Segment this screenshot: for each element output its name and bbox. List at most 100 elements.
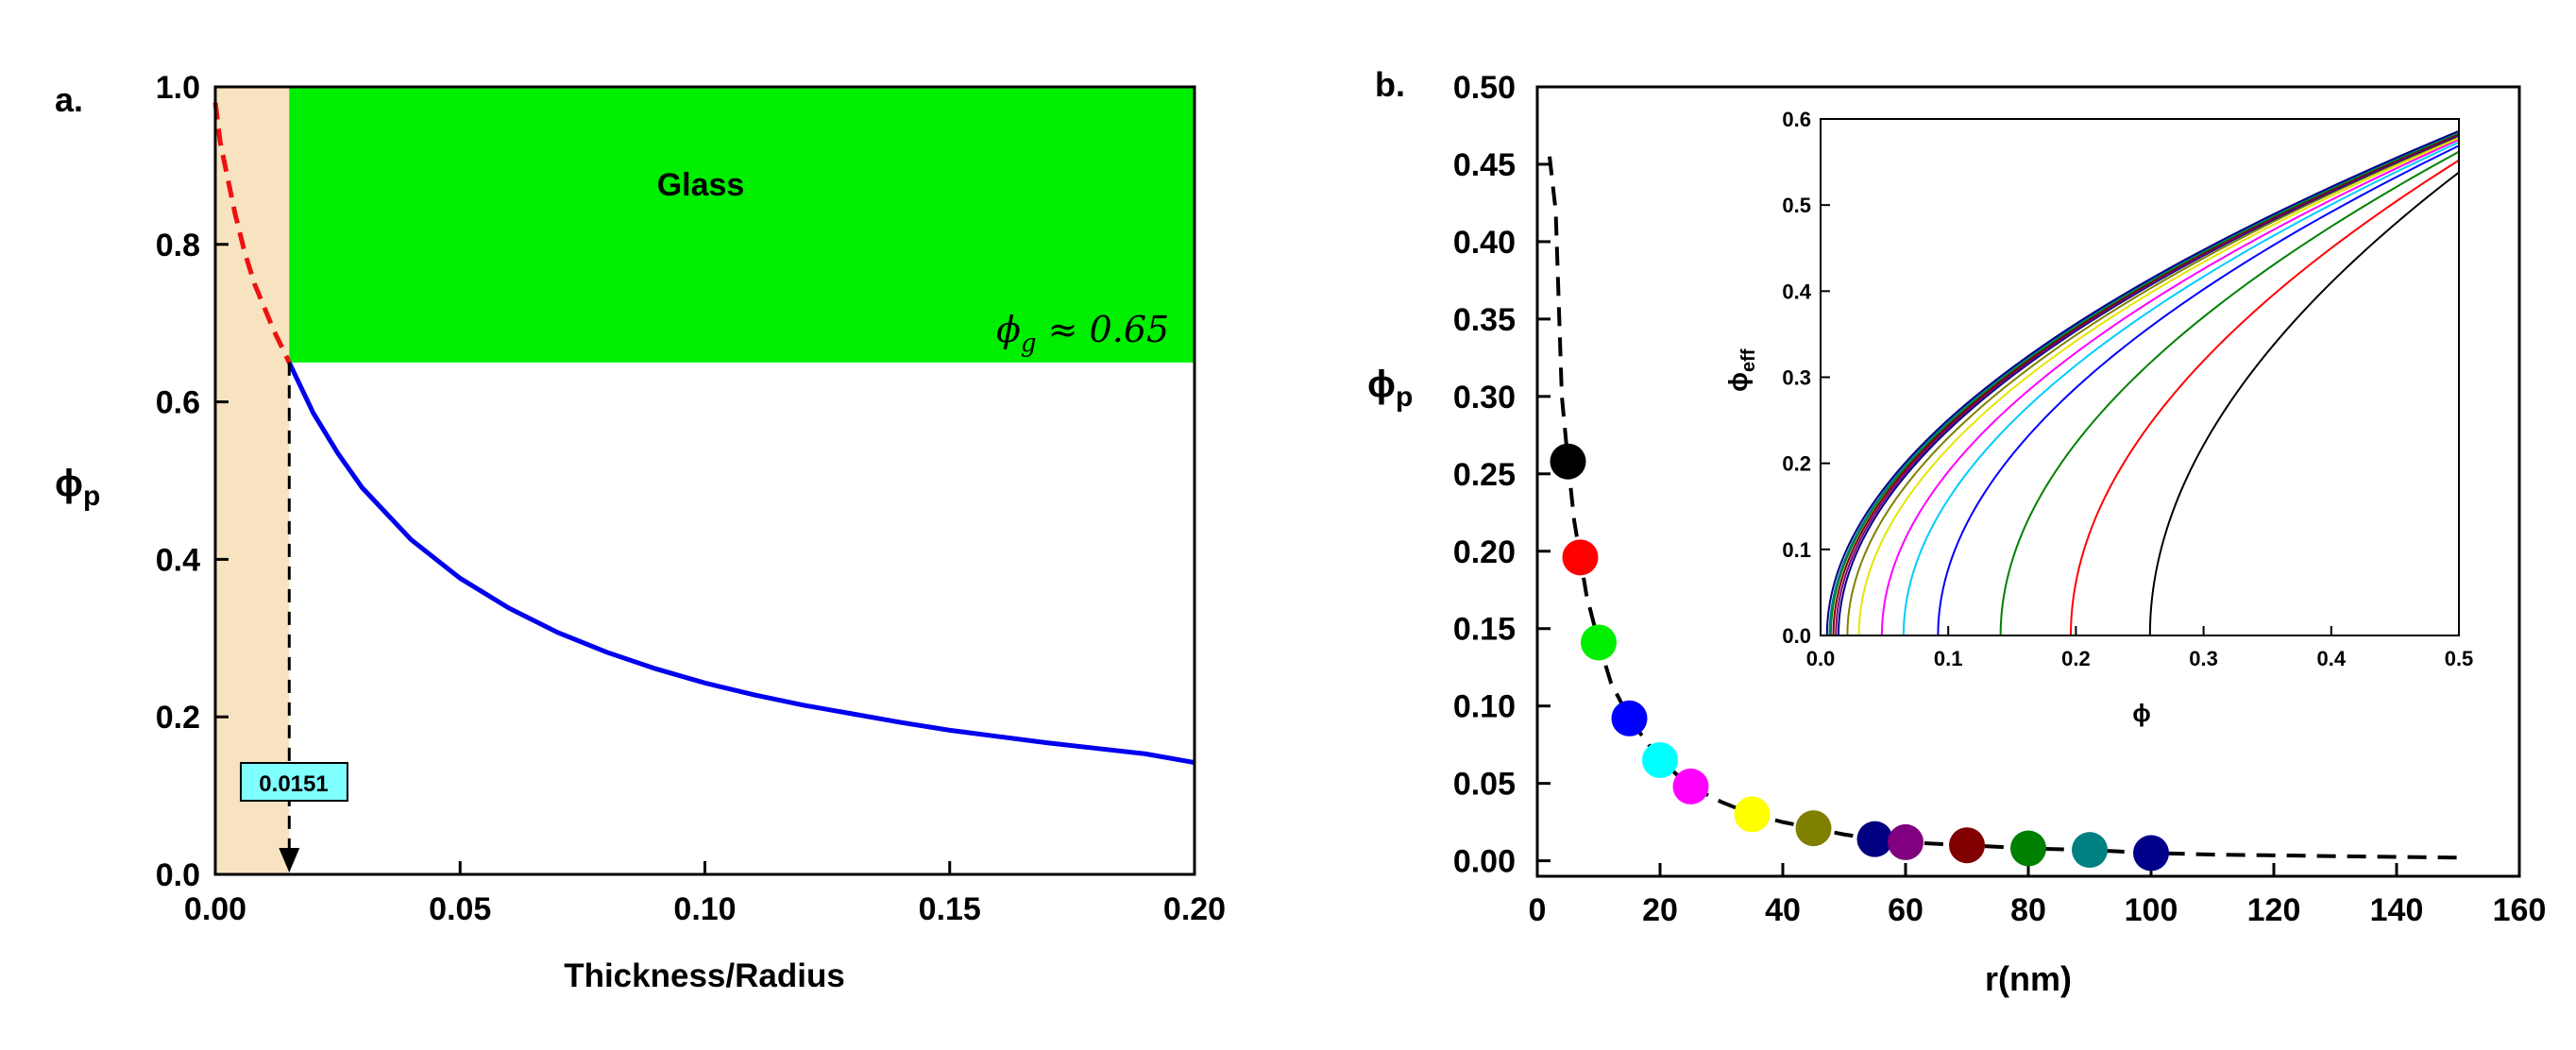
- inset-plot: 0.0 0.1 0.2 0.3 0.4 0.5 0.6 0.0 0.1 0.2 0.3 0.4 0.5…: [1723, 108, 2473, 727]
- red-dashed-line: [212, 102, 292, 364]
- panel-a-regions: [215, 87, 1195, 874]
- fit-dashed-line: [1548, 156, 2459, 860]
- y-tick-label: 0.35: [1453, 302, 1516, 338]
- inset-x-label: ϕ: [2132, 699, 2151, 727]
- panel-a-x-label: Thickness/Radius: [564, 957, 845, 994]
- glass-region: [289, 87, 1195, 363]
- panel-b: b. 0.000.050.100.150.200.250.300.350.400…: [1367, 65, 2546, 998]
- data-point: [1888, 823, 1924, 860]
- y-tick-label: 0.6: [156, 385, 200, 421]
- x-tick-label: 160: [2493, 892, 2547, 928]
- panel-b-x-ticks: 0 20 40 60 80 100 120 140 160: [1529, 863, 2547, 928]
- inset-curve: [1880, 138, 2460, 636]
- marker-arrow-head: [279, 848, 300, 872]
- data-point: [2133, 835, 2169, 872]
- blue-curve-line: [287, 361, 1195, 766]
- inset-x-ticks: 0.0 0.1 0.2 0.3 0.4 0.5: [1806, 626, 2474, 670]
- inset-y-tick-label: 0.6: [1782, 108, 1811, 131]
- data-point: [1642, 742, 1678, 779]
- inset-curve: [1837, 134, 2460, 636]
- y-tick-label: 0.00: [1453, 844, 1516, 880]
- inset-background: [1821, 119, 2459, 635]
- inset-curve: [1828, 130, 2460, 636]
- inset-y-tick-label: 0.3: [1782, 366, 1811, 390]
- data-point: [2010, 830, 2046, 867]
- phi-g-annotation: ϕg ≈ 0.65: [996, 309, 1169, 358]
- x-tick-label: 0.05: [429, 891, 491, 927]
- inset-x-tick-label: 0.3: [2189, 647, 2218, 670]
- inset-curve: [1835, 133, 2460, 636]
- inset-curve: [1999, 150, 2460, 636]
- x-tick-label: 0.15: [919, 891, 981, 927]
- inset-y-tick-label: 0.1: [1782, 538, 1811, 562]
- panel-b-y-ticks: 0.00 0.05 0.10 0.15 0.20 0.25 0.30 0.35 0.40 0.45…: [1453, 70, 1551, 880]
- inset-curve: [1846, 135, 2460, 636]
- marker-badge: 0.0151: [240, 762, 348, 802]
- marker-badge-box: [240, 762, 348, 802]
- data-point: [1672, 768, 1709, 804]
- y-tick-label: 0.30: [1453, 380, 1516, 415]
- inset-x-tick-label: 0.2: [2061, 647, 2091, 670]
- inset-y-label: ϕeff: [1723, 348, 1759, 392]
- data-point: [1949, 827, 1985, 864]
- data-point: [1562, 539, 1599, 576]
- inset-x-tick-label: 0.5: [2445, 647, 2474, 670]
- inset-curve: [1825, 129, 2460, 636]
- x-tick-label: 60: [1888, 892, 1924, 928]
- marker-badge-label: 0.0151: [259, 771, 328, 797]
- inset-x-tick-label: 0.0: [1806, 647, 1836, 670]
- y-tick-label: 0.2: [156, 700, 200, 736]
- panel-b-letter: b.: [1375, 65, 1405, 104]
- y-tick-label: 0.25: [1453, 457, 1516, 493]
- data-point: [1581, 624, 1617, 661]
- inset-y-ticks: 0.0 0.1 0.2 0.3 0.4 0.5 0.6: [1782, 108, 1830, 648]
- x-tick-label: 40: [1765, 892, 1801, 928]
- panel-b-points: [1550, 443, 2169, 872]
- x-tick-label: 0.00: [184, 891, 246, 927]
- y-tick-label: 0.05: [1453, 767, 1516, 803]
- data-point: [1734, 796, 1771, 833]
- shaded-region: [215, 87, 290, 874]
- inset-y-tick-label: 0.4: [1782, 279, 1811, 303]
- inset-x-tick-label: 0.4: [2317, 647, 2347, 670]
- y-tick-label: 0.40: [1453, 225, 1516, 261]
- panel-b-x-label: r(nm): [1985, 959, 2072, 998]
- inset-curves: [1825, 129, 2460, 636]
- y-tick-label: 0.45: [1453, 147, 1516, 183]
- panel-a: a. 0.00.20.40.60.81.0 0.00 0.05 0.10 0.15 0.…: [55, 70, 1226, 994]
- x-tick-label: 0.20: [1163, 891, 1226, 927]
- inset-x-tick-label: 0.1: [1934, 647, 1963, 670]
- data-point: [2072, 832, 2108, 869]
- data-point: [1611, 700, 1648, 737]
- y-tick-label: 0.10: [1453, 689, 1516, 725]
- x-tick-label: 0.10: [673, 891, 736, 927]
- panel-a-y-label: ϕp: [55, 463, 100, 512]
- x-tick-label: 120: [2247, 892, 2301, 928]
- inset-curve: [1937, 144, 2460, 636]
- inset-curve: [2069, 159, 2460, 636]
- panel-b-y-label: ϕp: [1367, 364, 1413, 413]
- inset-y-tick-label: 0.2: [1782, 452, 1811, 476]
- x-tick-label: 80: [2010, 892, 2046, 928]
- panel-a-letter: a.: [55, 80, 83, 119]
- glass-label: Glass: [657, 167, 745, 203]
- y-tick-label: 0.4: [156, 542, 200, 578]
- y-tick-label: 1.0: [156, 70, 200, 106]
- x-tick-label: 20: [1642, 892, 1678, 928]
- x-tick-label: 140: [2370, 892, 2424, 928]
- y-tick-label: 0.0: [156, 857, 200, 893]
- data-point: [1856, 821, 1893, 857]
- y-tick-label: 0.8: [156, 228, 200, 263]
- inset-curve: [1832, 132, 2460, 636]
- y-tick-label: 0.50: [1453, 70, 1516, 106]
- inset-y-tick-label: 0.0: [1782, 624, 1811, 648]
- inset-y-tick-label: 0.5: [1782, 194, 1811, 217]
- x-tick-label: 100: [2125, 892, 2178, 928]
- panel-a-x-ticks: 0.00 0.05 0.10 0.15 0.20: [184, 861, 1226, 927]
- x-tick-label: 0: [1529, 892, 1547, 928]
- panel-b-fit-line: [1548, 156, 2459, 860]
- data-point: [1795, 810, 1832, 847]
- y-tick-label: 0.20: [1453, 534, 1516, 570]
- panel-a-y-ticks: 0.0 0.2 0.4 0.6 0.8 1.0: [156, 70, 229, 893]
